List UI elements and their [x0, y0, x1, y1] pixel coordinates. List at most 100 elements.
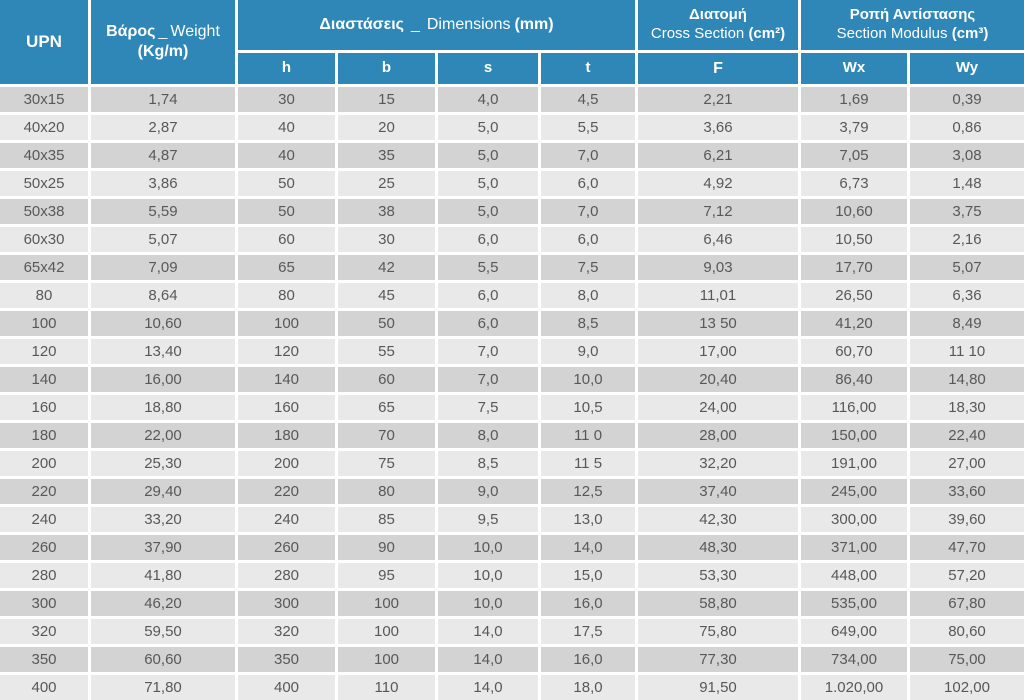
cell-weight: 13,40	[91, 339, 235, 364]
cell-t: 14,0	[541, 535, 635, 560]
cell-t: 6,0	[541, 171, 635, 196]
cell-Wy: 0,39	[910, 87, 1024, 112]
cell-t: 17,5	[541, 619, 635, 644]
cell-t: 7,0	[541, 199, 635, 224]
cell-s: 10,0	[438, 535, 538, 560]
cell-s: 5,0	[438, 143, 538, 168]
cell-h: 30	[238, 87, 335, 112]
cell-h: 50	[238, 171, 335, 196]
cell-upn: 50x25	[0, 171, 88, 196]
cell-b: 100	[338, 647, 435, 672]
cell-Wx: 17,70	[801, 255, 907, 280]
cell-weight: 7,09	[91, 255, 235, 280]
cell-Wy: 102,00	[910, 675, 1024, 700]
cell-Wy: 57,20	[910, 563, 1024, 588]
cell-F: 48,30	[638, 535, 798, 560]
cell-b: 25	[338, 171, 435, 196]
cell-h: 40	[238, 143, 335, 168]
cell-b: 20	[338, 115, 435, 140]
cell-h: 180	[238, 423, 335, 448]
cell-Wy: 1,48	[910, 171, 1024, 196]
cell-Wx: 3,79	[801, 115, 907, 140]
cell-weight: 4,87	[91, 143, 235, 168]
cell-F: 17,00	[638, 339, 798, 364]
cell-h: 140	[238, 367, 335, 392]
cell-F: 91,50	[638, 675, 798, 700]
cell-s: 7,0	[438, 339, 538, 364]
cell-s: 7,5	[438, 395, 538, 420]
cell-b: 110	[338, 675, 435, 700]
cell-t: 10,0	[541, 367, 635, 392]
header-section-modulus-english-line: Section Modulus (cm³)	[837, 25, 989, 44]
cell-upn: 240	[0, 507, 88, 532]
cell-h: 60	[238, 227, 335, 252]
cell-t: 4,5	[541, 87, 635, 112]
cell-h: 350	[238, 647, 335, 672]
cell-h: 280	[238, 563, 335, 588]
header-dimensions-english: Dimensions	[426, 16, 511, 33]
cell-b: 75	[338, 451, 435, 476]
table-row: 60x30 5,07 60 30 6,0 6,0 6,46 10,50 2,16	[0, 227, 1024, 252]
cell-h: 320	[238, 619, 335, 644]
cell-t: 16,0	[541, 591, 635, 616]
cell-F: 3,66	[638, 115, 798, 140]
cell-upn: 180	[0, 423, 88, 448]
cell-b: 100	[338, 619, 435, 644]
cell-s: 8,0	[438, 423, 538, 448]
cell-Wx: 649,00	[801, 619, 907, 644]
cell-Wy: 8,49	[910, 311, 1024, 336]
cell-b: 30	[338, 227, 435, 252]
header-cross-section-english-line: Cross Section (cm²)	[651, 25, 785, 44]
cell-h: 200	[238, 451, 335, 476]
cell-t: 6,0	[541, 227, 635, 252]
cell-b: 100	[338, 591, 435, 616]
cell-weight: 25,30	[91, 451, 235, 476]
header-weight-unit: (Kg/m)	[137, 43, 189, 60]
cell-weight: 71,80	[91, 675, 235, 700]
cell-weight: 18,80	[91, 395, 235, 420]
cell-b: 80	[338, 479, 435, 504]
subheader-t: t	[541, 53, 635, 84]
cell-h: 100	[238, 311, 335, 336]
header-cross-section-unit: (cm²)	[748, 25, 786, 42]
cell-F: 53,30	[638, 563, 798, 588]
cell-h: 40	[238, 115, 335, 140]
cell-s: 7,0	[438, 367, 538, 392]
header-dimensions-greek: Διαστάσεις	[319, 16, 404, 33]
header-dimensions: Διαστάσεις _ Dimensions (mm)	[238, 0, 635, 50]
cell-s: 14,0	[438, 647, 538, 672]
table-row: 40x35 4,87 40 35 5,0 7,0 6,21 7,05 3,08	[0, 143, 1024, 168]
cell-weight: 41,80	[91, 563, 235, 588]
cell-upn: 100	[0, 311, 88, 336]
cell-s: 5,0	[438, 199, 538, 224]
cell-h: 65	[238, 255, 335, 280]
cell-F: 11,01	[638, 283, 798, 308]
cell-Wy: 75,00	[910, 647, 1024, 672]
cell-weight: 16,00	[91, 367, 235, 392]
cell-weight: 33,20	[91, 507, 235, 532]
cell-s: 4,0	[438, 87, 538, 112]
cell-Wx: 150,00	[801, 423, 907, 448]
cell-upn: 160	[0, 395, 88, 420]
cell-F: 42,30	[638, 507, 798, 532]
cell-F: 13 50	[638, 311, 798, 336]
cell-weight: 3,86	[91, 171, 235, 196]
header-section-modulus: Ροπή Αντίστασης Section Modulus (cm³)	[801, 0, 1024, 50]
table-row: 350 60,60 350 100 14,0 16,0 77,30 734,00 75,00	[0, 647, 1024, 672]
subheader-h: h	[238, 53, 335, 84]
cell-b: 50	[338, 311, 435, 336]
cell-h: 260	[238, 535, 335, 560]
subheader-Wy: Wy	[910, 53, 1024, 84]
header-section-modulus-unit: (cm³)	[951, 25, 989, 42]
table-row: 160 18,80 160 65 7,5 10,5 24,00 116,00 18,30	[0, 395, 1024, 420]
cell-s: 5,0	[438, 115, 538, 140]
cell-s: 8,5	[438, 451, 538, 476]
header-dimensions-unit: (mm)	[514, 16, 554, 33]
cell-F: 9,03	[638, 255, 798, 280]
cell-b: 42	[338, 255, 435, 280]
cell-Wx: 245,00	[801, 479, 907, 504]
cell-upn: 40x35	[0, 143, 88, 168]
cell-F: 37,40	[638, 479, 798, 504]
cell-F: 20,40	[638, 367, 798, 392]
table-row: 120 13,40 120 55 7,0 9,0 17,00 60,70 11 10	[0, 339, 1024, 364]
